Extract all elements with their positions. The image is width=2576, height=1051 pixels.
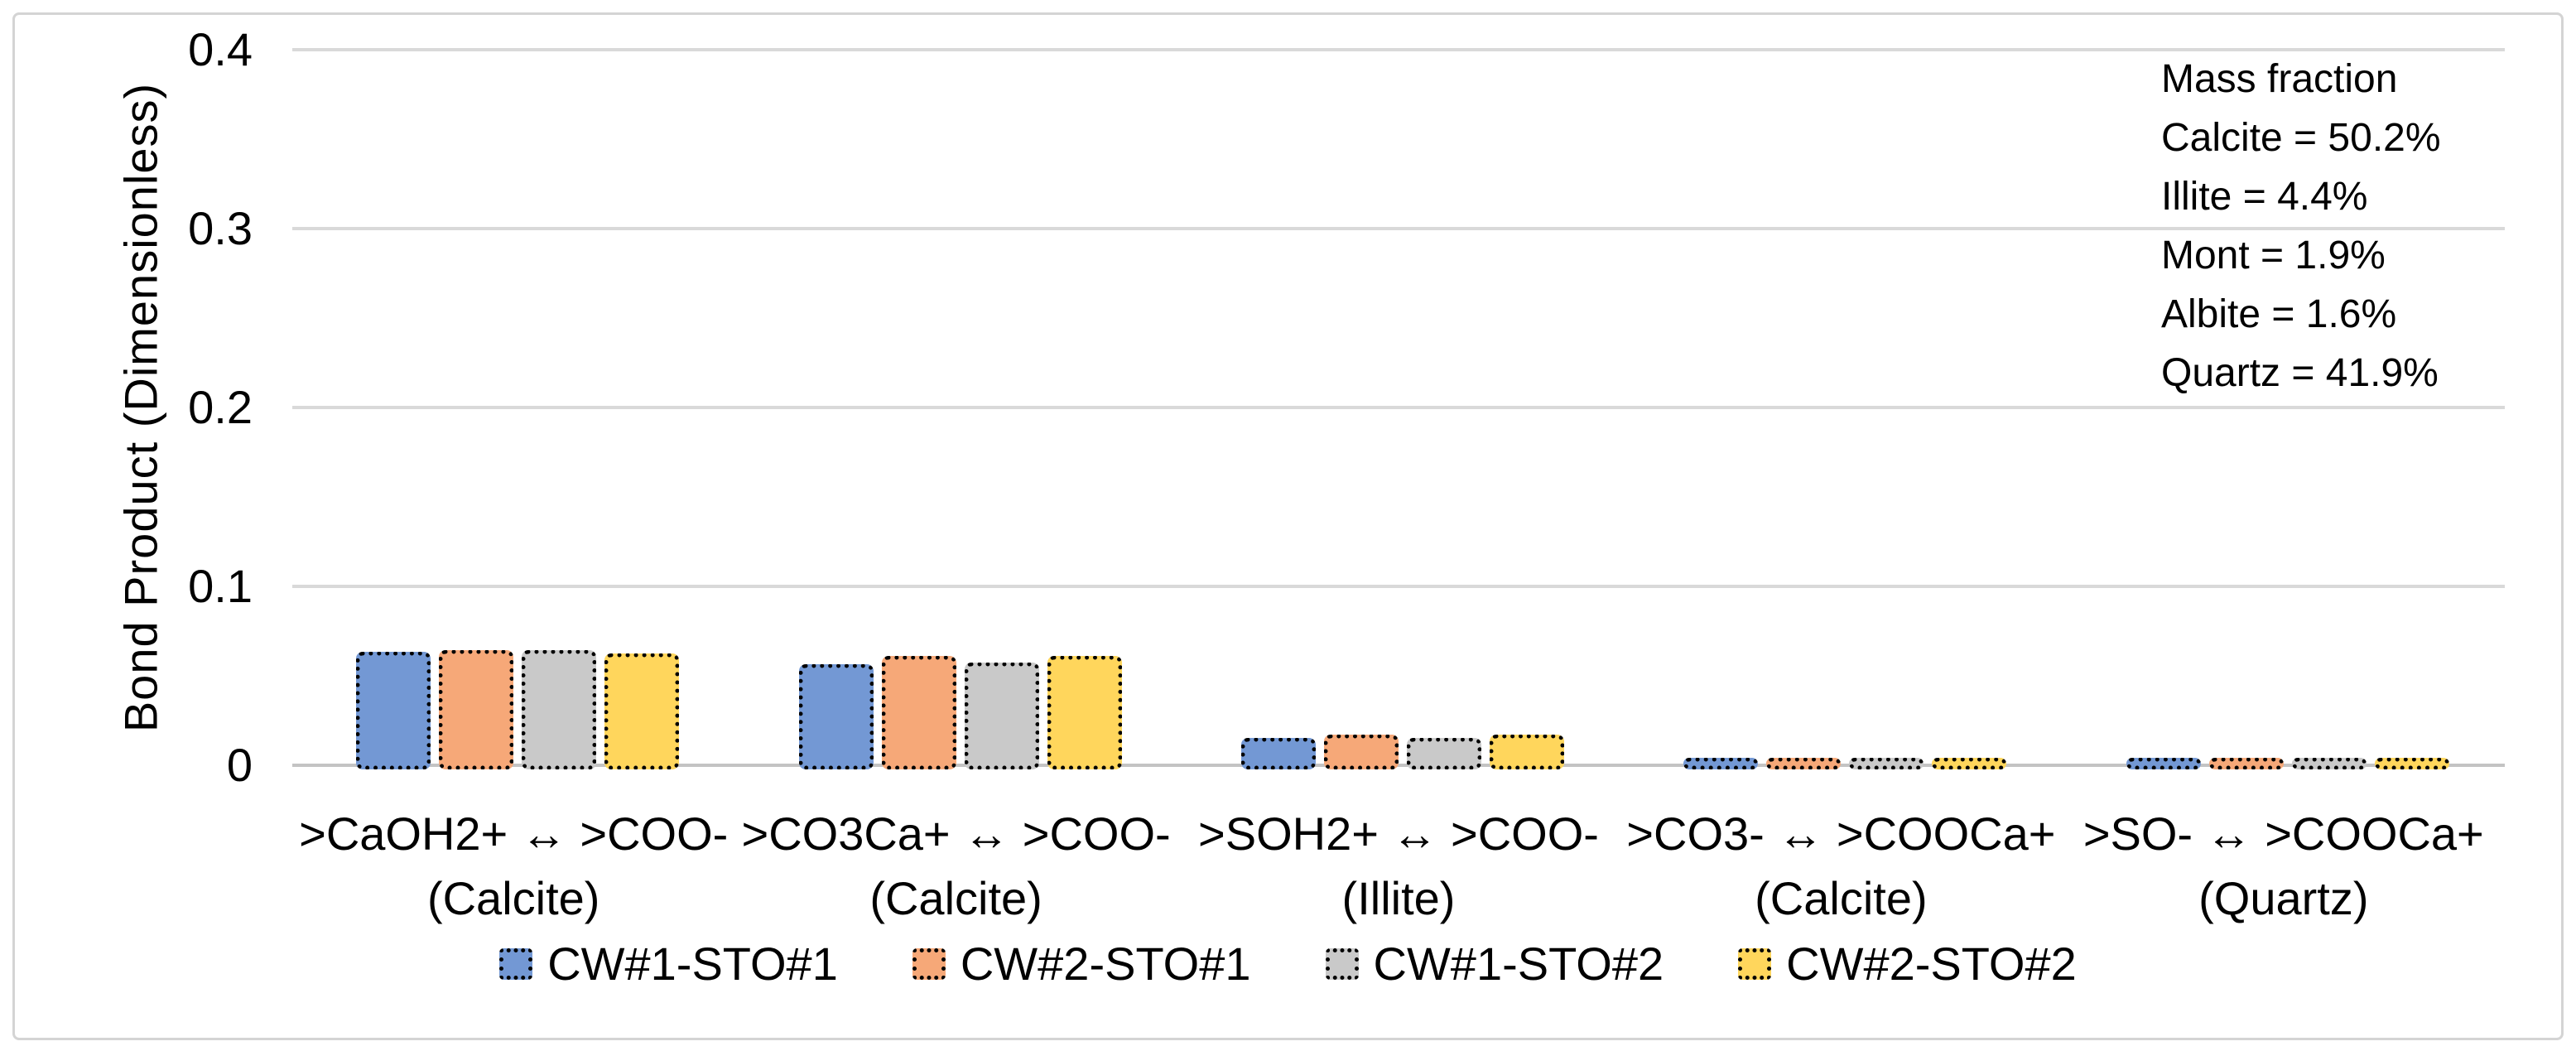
legend-label: CW#1-STO#2 xyxy=(1373,938,1664,990)
x-category-label: >CaOH2+ ↔ >COO- (Calcite) xyxy=(292,802,734,931)
gridline xyxy=(292,406,2505,409)
mass-fraction-annotation: Mass fraction Calcite = 50.2% Illite = 4.4… xyxy=(2161,50,2441,403)
legend-label: CW#2-STO#2 xyxy=(1786,938,2077,990)
mass-fraction-line: Mont = 1.9% xyxy=(2161,234,2386,277)
legend-swatch-icon xyxy=(1738,948,1772,980)
legend-label: CW#2-STO#1 xyxy=(960,938,1251,990)
legend-swatch-icon xyxy=(499,948,533,980)
legend-swatch-icon xyxy=(1325,948,1359,980)
chart-frame-border xyxy=(12,12,2564,1040)
x-category-reaction: >CO3Ca+ ↔ >COO- xyxy=(741,808,1171,860)
bar-CW#1-STO#2-cat1 xyxy=(522,650,596,769)
legend-label: CW#1-STO#1 xyxy=(547,938,838,990)
x-axis-baseline xyxy=(292,764,2505,767)
bar-CW#1-STO#2-cat4 xyxy=(1849,758,1924,769)
y-axis-title: Bond Product (Dimensionless) xyxy=(114,82,167,733)
bar-CW#1-STO#2-cat5 xyxy=(2292,758,2367,769)
bar-CW#2-STO#1-cat3 xyxy=(1324,735,1399,769)
legend-entry-CW#2-STO#1: CW#2-STO#1 xyxy=(912,939,1251,989)
bar-CW#2-STO#2-cat4 xyxy=(1932,758,2006,769)
bar-CW#1-STO#1-cat5 xyxy=(2126,758,2201,769)
legend-entry-CW#1-STO#2: CW#1-STO#2 xyxy=(1325,938,1664,990)
x-category-label: >SOH2+ ↔ >COO- (Illite) xyxy=(1177,802,1620,931)
x-category-label: >CO3- ↔ >COOCa+ (Calcite) xyxy=(1620,802,2062,931)
bar-CW#2-STO#1-cat5 xyxy=(2209,758,2284,769)
x-category-mineral: (Calcite) xyxy=(1755,872,1928,924)
y-tick-label: 0.1 xyxy=(188,560,253,612)
bar-CW#1-STO#2-cat3 xyxy=(1407,738,1481,769)
x-category-mineral: (Calcite) xyxy=(426,872,600,924)
y-tick-label: 0.3 xyxy=(188,202,253,254)
x-category-mineral: (Calcite) xyxy=(869,872,1042,924)
bar-CW#1-STO#1-cat2 xyxy=(799,664,874,769)
x-category-mineral: (Quartz) xyxy=(2198,872,2369,924)
x-category-reaction: >SOH2+ ↔ >COO- xyxy=(1198,808,1599,860)
gridline xyxy=(292,48,2505,51)
x-category-mineral: (Illite) xyxy=(1341,872,1456,924)
y-tick-label: 0 xyxy=(226,739,253,791)
legend: CW#1-STO#1 CW#2-STO#1 CW#1-STO#2 CW#2-STO#2 xyxy=(0,939,2576,989)
mass-fraction-line: Mass fraction xyxy=(2161,57,2398,101)
mass-fraction-line: Illite = 4.4% xyxy=(2161,175,2368,219)
legend-swatch-icon xyxy=(912,948,946,980)
legend-entry-CW#2-STO#2: CW#2-STO#2 xyxy=(1738,939,2077,989)
x-category-reaction: >SO- ↔ >COOCa+ xyxy=(2082,808,2484,860)
bar-CW#1-STO#2-cat2 xyxy=(965,663,1039,769)
gridline xyxy=(292,227,2505,230)
bar-CW#2-STO#1-cat4 xyxy=(1766,758,1841,769)
bar-CW#1-STO#1-cat3 xyxy=(1241,738,1316,769)
bar-CW#1-STO#1-cat4 xyxy=(1683,758,1758,769)
x-category-label: >SO- ↔ >COOCa+ (Quartz) xyxy=(2063,802,2505,931)
x-category-reaction: >CaOH2+ ↔ >COO- xyxy=(299,808,729,860)
mass-fraction-line: Calcite = 50.2% xyxy=(2161,116,2441,160)
bar-CW#1-STO#1-cat1 xyxy=(356,652,431,769)
mass-fraction-line: Quartz = 41.9% xyxy=(2161,351,2439,395)
x-category-reaction: >CO3- ↔ >COOCa+ xyxy=(1626,808,2056,860)
bar-CW#2-STO#1-cat1 xyxy=(439,650,513,769)
y-tick-label: 0.4 xyxy=(188,23,253,75)
gridline xyxy=(292,585,2505,588)
bar-CW#2-STO#2-cat1 xyxy=(604,653,679,769)
x-category-label: >CO3Ca+ ↔ >COO- (Calcite) xyxy=(734,802,1177,931)
legend-entry-CW#1-STO#1: CW#1-STO#1 xyxy=(499,939,838,989)
bar-CW#2-STO#2-cat3 xyxy=(1490,735,1564,769)
bar-CW#2-STO#2-cat2 xyxy=(1047,656,1122,769)
mass-fraction-line: Albite = 1.6% xyxy=(2161,292,2397,336)
bar-CW#2-STO#1-cat2 xyxy=(882,656,956,769)
y-tick-label: 0.2 xyxy=(188,381,253,433)
bar-CW#2-STO#2-cat5 xyxy=(2375,758,2449,769)
